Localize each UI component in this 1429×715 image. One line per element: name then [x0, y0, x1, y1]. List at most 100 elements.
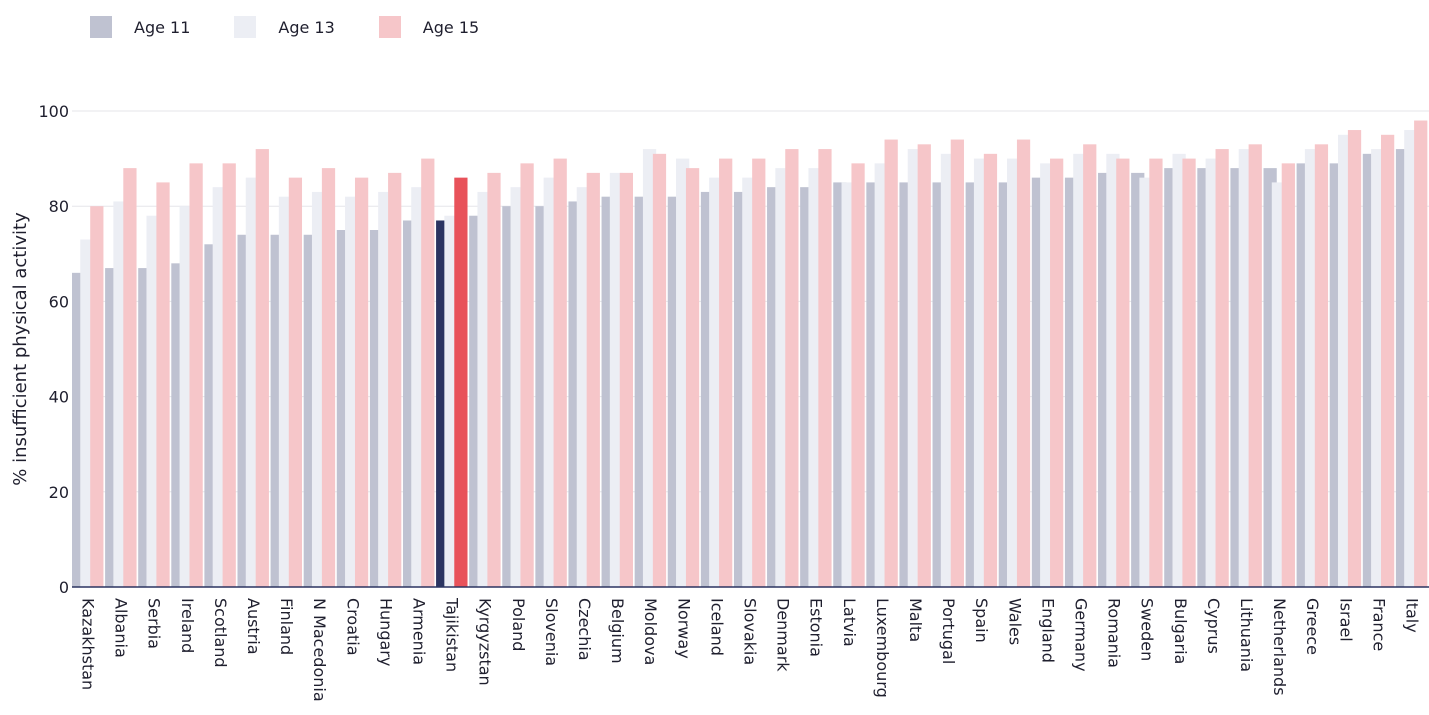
bar-serbia-age-15[interactable]: [156, 182, 170, 587]
legend-item-age-13[interactable]: Age 13: [234, 16, 335, 38]
bar-hungary-age-15[interactable]: [388, 172, 402, 587]
x-tick-label: Norway: [674, 598, 693, 659]
bar-bulgaria-age-15[interactable]: [1182, 158, 1196, 587]
y-tick-label: 40: [49, 388, 69, 407]
bar-slovakia-age-15[interactable]: [752, 158, 766, 587]
y-tick-label: 60: [49, 292, 69, 311]
x-tick-label: Czechia: [575, 598, 594, 661]
y-tick-label: 20: [49, 483, 69, 502]
x-tick-label: Denmark: [774, 598, 793, 672]
x-tick-label: Italy: [1402, 598, 1421, 633]
y-axis-label: % insufficient physical activity: [10, 212, 31, 486]
bar-armenia-age-15[interactable]: [421, 158, 435, 587]
bar-finland-age-15[interactable]: [288, 177, 303, 587]
legend-swatch-age-11: [90, 16, 112, 38]
x-tick-label: Germany: [1071, 598, 1090, 672]
y-tick-label: 80: [49, 197, 69, 216]
bar-norway-age-15[interactable]: [685, 168, 700, 587]
x-tick-label: Finland: [277, 598, 296, 655]
bar-lithuania-age-13[interactable]: [1238, 149, 1252, 587]
bar-israel-age-15[interactable]: [1347, 130, 1362, 588]
bar-sweden-age-15[interactable]: [1149, 158, 1163, 587]
bar-belgium-age-15[interactable]: [619, 172, 634, 587]
x-tick-label: Estonia: [807, 598, 826, 657]
x-tick-label: Luxembourg: [873, 598, 892, 698]
bar-kyrgyzstan-age-15[interactable]: [487, 172, 501, 587]
bar-denmark-age-15[interactable]: [785, 149, 799, 587]
x-tick-label: Bulgaria: [1171, 598, 1190, 664]
bar-austria-age-15[interactable]: [255, 149, 269, 587]
bar-portugal-age-15[interactable]: [950, 139, 964, 587]
legend-swatch-age-13: [234, 16, 257, 38]
legend-label-age-15: Age 15: [422, 17, 480, 37]
x-tick-label: Kazakhstan: [79, 598, 98, 690]
legend-item-age-15[interactable]: Age 15: [378, 16, 480, 38]
x-tick-label: Slovakia: [741, 598, 760, 665]
bar-israel-age-13[interactable]: [1337, 134, 1352, 588]
x-tick-label: Greece: [1303, 598, 1322, 655]
y-axis: 0 20 40 60 80 100: [38, 102, 69, 597]
y-tick-label: 0: [59, 578, 69, 597]
bar-iceland-age-15[interactable]: [719, 158, 733, 587]
bar-tajikistan-age-15[interactable]: [454, 177, 468, 587]
bar-czechia-age-15[interactable]: [586, 172, 600, 587]
bar-germany-age-15[interactable]: [1083, 144, 1097, 587]
x-tick-label: Spain: [972, 598, 991, 643]
x-tick-label: Scotland: [211, 598, 230, 668]
x-tick-label: Tajikistan: [443, 597, 462, 672]
x-tick-label: Netherlands: [1270, 598, 1289, 696]
bar-cyprus-age-15[interactable]: [1215, 149, 1229, 587]
bar-albania-age-15[interactable]: [123, 168, 137, 587]
bar-lithuania-age-15[interactable]: [1248, 144, 1262, 587]
bar-spain-age-13[interactable]: [973, 158, 988, 587]
bar-scotland-age-15[interactable]: [222, 163, 236, 588]
bar-romania-age-15[interactable]: [1116, 158, 1130, 587]
bar-kazakhstan-age-15[interactable]: [90, 206, 104, 587]
y-tick-label: 100: [38, 102, 69, 121]
bar-italy-age-15[interactable]: [1414, 120, 1428, 588]
bar-slovenia-age-15[interactable]: [553, 158, 567, 587]
x-tick-label: Romania: [1105, 598, 1124, 668]
bar-n-macedonia-age-13[interactable]: [311, 191, 326, 588]
bar-latvia-age-15[interactable]: [851, 163, 865, 588]
bar-luxembourg-age-15[interactable]: [884, 139, 898, 587]
bar-bulgaria-age-13[interactable]: [1172, 153, 1186, 587]
x-tick-label: Ireland: [178, 598, 197, 653]
bar-estonia-age-15[interactable]: [818, 149, 832, 587]
bar-netherlands-age-15[interactable]: [1281, 163, 1295, 588]
x-tick-label: Armenia: [410, 598, 429, 665]
bar-moldova-age-15[interactable]: [652, 153, 667, 587]
x-tick-label: Austria: [244, 598, 263, 655]
legend-label-age-13: Age 13: [278, 17, 335, 37]
x-tick-label: Serbia: [145, 598, 164, 649]
bar-germany-age-13[interactable]: [1073, 153, 1087, 587]
x-tick-label: Kyrgyzstan: [476, 598, 495, 686]
bar-slovakia-age-13[interactable]: [742, 177, 756, 587]
bar-spain-age-15[interactable]: [983, 153, 998, 587]
bar-wales-age-15[interactable]: [1016, 139, 1031, 587]
chart-legend: Age 11 Age 13 Age 15: [90, 12, 523, 42]
x-tick-label: Albania: [112, 598, 131, 658]
bar-england-age-15[interactable]: [1050, 158, 1064, 587]
bar-n-macedonia-age-15[interactable]: [321, 168, 336, 587]
bar-poland-age-15[interactable]: [520, 163, 534, 588]
x-tick-label: Lithuania: [1237, 598, 1256, 672]
x-tick-label: Malta: [906, 598, 925, 642]
bar-malta-age-15[interactable]: [917, 144, 931, 587]
x-tick-label: Hungary: [376, 598, 395, 666]
x-axis: Kazakhstan Albania Serbia Ireland Scotland Au…: [72, 586, 1429, 702]
x-tick-label: Moldova: [641, 598, 660, 665]
bar-france-age-15[interactable]: [1381, 134, 1395, 588]
x-tick-label: N Macedonia: [310, 598, 329, 702]
bar-croatia-age-15[interactable]: [354, 177, 369, 587]
legend-label-age-11: Age 11: [134, 17, 191, 37]
bar-greece-age-15[interactable]: [1314, 144, 1329, 587]
bar-finland-age-13[interactable]: [278, 196, 293, 587]
x-tick-label: Israel: [1336, 598, 1355, 642]
bar-ireland-age-15[interactable]: [189, 163, 203, 588]
x-tick-label: England: [1038, 598, 1057, 663]
legend-item-age-11[interactable]: Age 11: [90, 16, 190, 38]
x-tick-label: France: [1369, 598, 1388, 651]
bar-croatia-age-13[interactable]: [345, 196, 359, 587]
